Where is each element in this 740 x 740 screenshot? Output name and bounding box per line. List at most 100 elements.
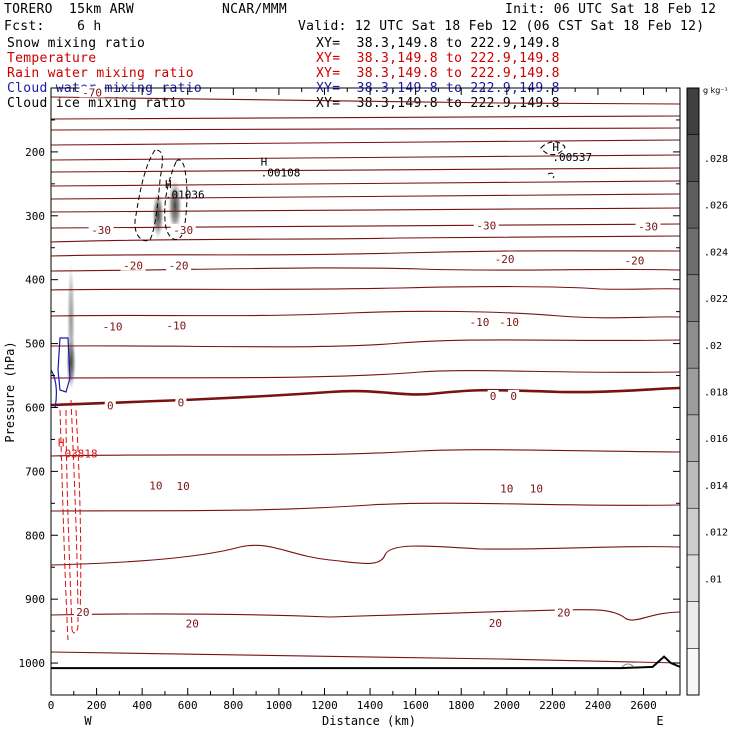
rain-contour: [65, 409, 73, 631]
contour-label: -10: [499, 316, 519, 329]
colorbar-frame: [686, 87, 700, 696]
x-end-label-west: W: [84, 714, 92, 728]
contour-label: -20: [123, 260, 143, 273]
isotherm-line: [50, 167, 681, 173]
high-marker: H: [261, 155, 268, 168]
header-init: Init: 06 UTC Sat 18 Feb 12: [505, 2, 717, 17]
colorbar-swatch: [687, 414, 699, 463]
contour-label-bg: [166, 259, 192, 271]
colorbar-swatch: [687, 274, 699, 322]
snow-shade: [66, 334, 76, 390]
contour-label-bg: [473, 219, 499, 231]
colorbar-swatch: [687, 228, 699, 276]
x-tick-label: 400: [132, 699, 152, 712]
y-tick-label: 600: [25, 401, 45, 414]
contour-label: 0: [178, 396, 185, 409]
contour-label: 10: [149, 479, 162, 492]
contour-label: 0: [107, 400, 114, 413]
contour-label-bg: [104, 399, 116, 411]
y-tick-label: 700: [25, 465, 45, 478]
terrain-detail: [621, 663, 635, 668]
y-tick-label: 500: [25, 338, 45, 351]
colorbar-label: .012: [704, 528, 728, 539]
colorbar-label: .024: [704, 247, 728, 258]
contour-label-bg: [554, 606, 573, 618]
isotherm-line: [50, 223, 681, 229]
contour-label-bg: [183, 617, 202, 629]
legend-field-xy: XY= 38.3,149.8 to 222.9,149.8: [316, 36, 560, 51]
isotherm-zero-line: [50, 386, 681, 407]
contour-label: -30: [173, 224, 193, 237]
contour-label: -20: [624, 255, 644, 268]
isotherm-line: [50, 339, 681, 348]
ice-contour: [540, 141, 566, 156]
contour-label-bg: [486, 616, 505, 628]
contour-label: 0: [490, 390, 497, 403]
contour-label: 20: [557, 607, 570, 620]
cloud-water-contour: [50, 337, 71, 409]
legend-field-name: Snow mixing ratio: [7, 36, 146, 51]
contour-label-bg: [492, 253, 518, 265]
rain-contour: [59, 409, 69, 641]
contour-label: -10: [166, 320, 186, 333]
contour-label-bg: [496, 315, 522, 327]
x-tick-label: 2200: [539, 699, 566, 712]
ice-contour: [547, 172, 555, 179]
colorbar-label: .026: [704, 201, 728, 212]
contour-label: -10: [103, 320, 123, 333]
contour-label: -30: [476, 219, 496, 232]
y-tick-label: 900: [25, 593, 45, 606]
contour-label-bg: [146, 479, 165, 491]
contour-label: -70: [82, 86, 102, 99]
isotherm-line: [50, 139, 681, 146]
colorbar-label: .016: [704, 434, 728, 445]
header-fcst: Fcst: 6 h: [4, 19, 102, 34]
contour-label-bg: [163, 319, 189, 331]
colorbar-swatch: [687, 321, 699, 369]
ice-contour: [134, 149, 163, 242]
colorbar-swatch: [687, 554, 699, 603]
contour-label-bg: [73, 605, 92, 617]
contour-label-bg: [88, 223, 114, 235]
x-tick-label: 2400: [585, 699, 612, 712]
isotherm-line: [50, 193, 681, 200]
legend-field-name: Cloud ice mixing ratio: [7, 96, 186, 111]
contour-label-bg: [508, 389, 520, 401]
contour-label-bg: [175, 396, 187, 408]
contour-label: -30: [638, 221, 658, 234]
x-tick-label: 0: [48, 699, 55, 712]
legend-field-name: Temperature: [7, 51, 97, 66]
x-tick-label: 1200: [311, 699, 338, 712]
colorbar-swatch: [687, 181, 699, 229]
isotherm-line: [50, 502, 681, 512]
contour-label-bg: [170, 223, 196, 235]
header-valid: Valid: 12 UTC Sat 18 Feb 12 (06 CST Sat …: [298, 19, 705, 34]
x-tick-label: 1400: [357, 699, 384, 712]
high-value-label: .01036: [165, 189, 205, 202]
x-tick-label: 1800: [448, 699, 475, 712]
header-model: TORERO 15km ARW: [4, 2, 135, 17]
contour-label: 0: [510, 390, 517, 403]
x-tick-label: 800: [223, 699, 243, 712]
x-tick-label: 600: [178, 699, 198, 712]
colorbar-swatch: [687, 88, 699, 136]
x-tick-label: 1600: [402, 699, 429, 712]
contour-label-bg: [466, 315, 492, 327]
contour-label-bg: [527, 482, 546, 494]
high-value-label: .00537: [552, 151, 592, 164]
contour-label: 10: [177, 480, 190, 493]
isotherm-line: [50, 127, 681, 131]
contour-label-bg: [635, 220, 661, 232]
legend-field-name: Rain water mixing ratio: [7, 66, 194, 81]
contour-label: -20: [169, 260, 189, 273]
contour-label-bg: [79, 86, 105, 98]
colorbar-label: .022: [704, 294, 728, 305]
high-value-label: .00108: [261, 166, 301, 179]
colorbar-swatch: [687, 648, 699, 696]
colorbar-label: .028: [704, 154, 728, 165]
isotherm-line: [50, 544, 681, 566]
contour-label: 10: [530, 483, 543, 496]
plot-frame: [50, 87, 681, 696]
snow-shade: [168, 179, 182, 233]
high-marker: H: [552, 141, 559, 154]
